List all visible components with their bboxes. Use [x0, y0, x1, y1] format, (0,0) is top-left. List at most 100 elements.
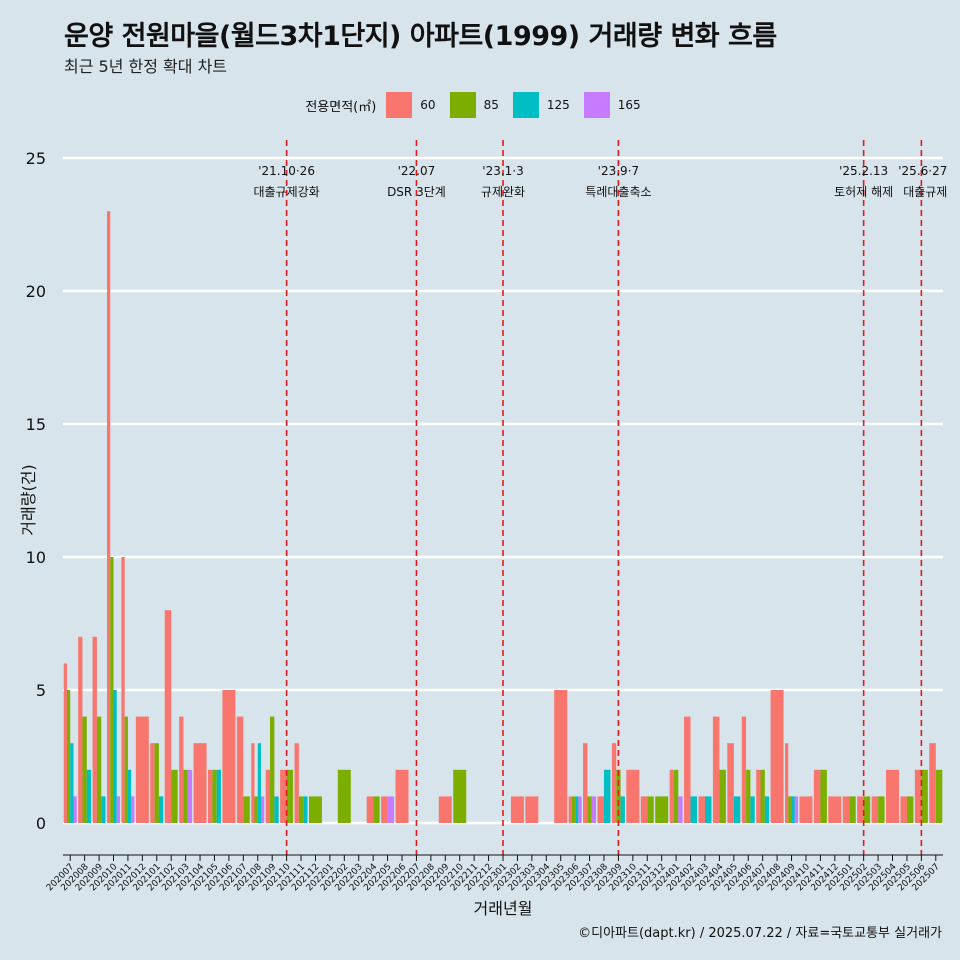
- bar-85-202503: [878, 796, 885, 823]
- bar-60-202409: [785, 743, 789, 823]
- bar-60-202204: [366, 796, 374, 823]
- bar-60-202305: [554, 690, 568, 823]
- bar-60-202101: [150, 743, 155, 823]
- bar-85-202008: [82, 716, 87, 823]
- bar-85-202312: [655, 796, 669, 823]
- bar-60-202303: [525, 796, 539, 823]
- event-date: '23.9·7: [598, 164, 639, 178]
- bar-60-202104: [193, 743, 207, 823]
- y-tick-label: 20: [26, 282, 46, 301]
- bar-60-202009: [92, 636, 97, 823]
- bar-60-202501: [842, 796, 850, 823]
- bars: [63, 211, 943, 823]
- bar-60-202407: [756, 769, 761, 823]
- event-label: DSR 3단계: [387, 185, 446, 199]
- bar-60-202110: [280, 769, 287, 823]
- y-tick-label: 10: [26, 548, 46, 567]
- bar-85-202105: [212, 769, 217, 823]
- bar-60-202308: [597, 796, 604, 823]
- y-tick-label: 5: [36, 681, 46, 700]
- bar-85-202102: [171, 769, 178, 823]
- bar-85-202404: [719, 769, 726, 823]
- event-date: '25.6·27: [898, 164, 947, 178]
- chart-title: 운양 전원마을(월드3차1단지) 아파트(1999) 거래량 변화 흐름: [64, 21, 777, 52]
- bar-125-202007: [70, 743, 74, 823]
- bar-60-202106: [222, 690, 236, 823]
- bar-165-202306: [578, 796, 582, 823]
- bar-125-202008: [86, 769, 92, 823]
- bar-125-202105: [216, 769, 221, 823]
- bar-85-202007: [66, 690, 71, 823]
- bar-165-202401: [678, 796, 683, 823]
- bar-85-202309: [616, 769, 621, 823]
- bar-85-202506: [921, 769, 928, 823]
- bar-60-202404: [712, 716, 720, 823]
- legend-swatch-165: [583, 92, 610, 118]
- legend-item-85: 85: [449, 92, 499, 118]
- bar-60-202107: [236, 716, 244, 823]
- bar-60-202111: [294, 743, 299, 823]
- legend-item-60: 60: [386, 92, 436, 118]
- bar-85-202112: [308, 796, 322, 823]
- bar-60-202405: [727, 743, 734, 823]
- bar-85-202501: [849, 796, 856, 823]
- legend-item-125: 125: [512, 92, 570, 118]
- bar-85-202311: [647, 796, 654, 823]
- bar-85-202210: [453, 769, 467, 823]
- bar-60-202310: [626, 769, 640, 823]
- bar-125-202108: [257, 743, 261, 823]
- bar-60-202302: [510, 796, 524, 823]
- event-date: '23.1·3: [482, 164, 523, 178]
- bar-125-202309: [620, 796, 625, 823]
- bar-60-202402: [684, 716, 691, 823]
- bar-60-202012: [135, 716, 149, 823]
- bar-60-202307: [583, 743, 588, 823]
- bar-125-202409: [791, 796, 795, 823]
- bar-85-202011: [124, 716, 128, 823]
- legend-label-85: 85: [483, 98, 499, 112]
- bar-85-202406: [746, 769, 751, 823]
- bar-125-202306: [575, 796, 579, 823]
- bar-60-202008: [78, 636, 83, 823]
- bar-125-202406: [750, 796, 755, 823]
- bar-85-202103: [183, 769, 188, 823]
- event-date: '21.10·26: [258, 164, 315, 178]
- bar-60-202102: [164, 610, 172, 823]
- legend-item-165: 165: [583, 92, 641, 118]
- bar-85-202111: [298, 796, 304, 823]
- bar-85-202109: [270, 716, 275, 823]
- bar-125-202011: [127, 769, 132, 823]
- y-tick-label: 25: [26, 149, 46, 168]
- bar-60-202505: [900, 796, 907, 823]
- bar-165-202010: [116, 796, 120, 823]
- legend-title: 전용면적(㎡): [305, 99, 377, 115]
- bar-85-202407: [760, 769, 765, 823]
- bar-165-202307: [591, 796, 597, 823]
- bar-60-202504: [886, 769, 899, 823]
- bar-85-202204: [373, 796, 380, 823]
- bar-60-202506: [914, 769, 922, 823]
- bar-60-202403: [698, 796, 705, 823]
- bar-85-202009: [96, 716, 102, 823]
- chart-subtitle: 최근 5년 한정 확대 차트: [64, 57, 228, 76]
- event-date: '22.07: [398, 164, 436, 178]
- bar-85-202401: [673, 769, 679, 823]
- bar-85-202110: [286, 769, 294, 823]
- legend: 전용면적(㎡) 60 85 125 165: [0, 92, 960, 118]
- bar-85-202502: [863, 796, 871, 823]
- bar-60-202007: [63, 663, 67, 823]
- bar-60-202105: [207, 769, 213, 823]
- bar-60-202311: [640, 796, 648, 823]
- bar-60-202502: [857, 796, 864, 823]
- y-axis-title: 거래량(건): [19, 464, 38, 535]
- bar-125-202407: [764, 796, 770, 823]
- bar-165-202205: [387, 796, 395, 823]
- bar-165-202011: [131, 796, 135, 823]
- legend-label-165: 165: [617, 98, 641, 112]
- bar-60-202412: [828, 796, 842, 823]
- bar-85-202505: [906, 796, 914, 823]
- y-tick-label: 0: [36, 814, 46, 833]
- bar-85-202202: [337, 769, 351, 823]
- bar-85-202101: [154, 743, 159, 823]
